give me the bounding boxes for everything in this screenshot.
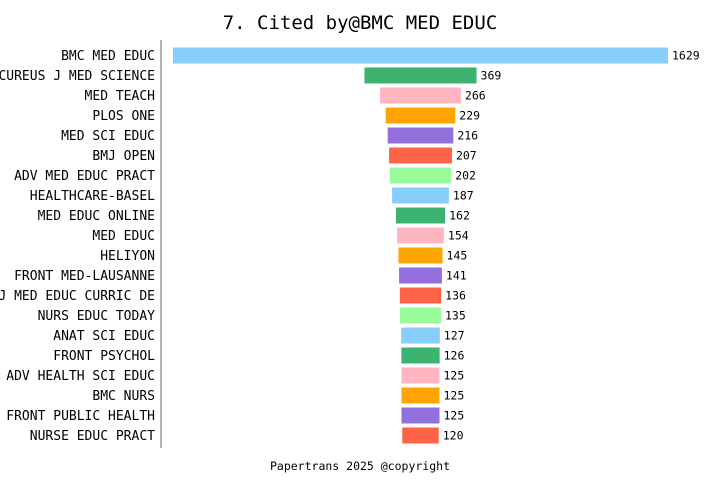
category-label-1: BMC MED EDUC (61, 49, 155, 64)
value-labels-group: 1629 369 266 229 216 207 202 187 162 154 145 141 136… (443, 49, 700, 443)
value-label-15: 127 (444, 329, 465, 343)
value-label-4: 229 (459, 109, 480, 123)
bar-9 (395, 207, 446, 224)
value-label-14: 135 (445, 309, 466, 323)
bar-11 (398, 247, 443, 264)
category-label-8: HEALTHCARE-BASEL (30, 189, 155, 204)
category-label-4: PLOS ONE (92, 109, 155, 124)
value-label-1: 1629 (672, 49, 700, 63)
bar-15 (401, 327, 440, 344)
bar-8 (392, 187, 449, 204)
bar-19 (401, 407, 440, 424)
chart-title: 7. Cited by@BMC MED EDUC (223, 12, 498, 34)
value-label-6: 207 (456, 149, 477, 163)
value-label-3: 266 (465, 89, 486, 103)
bar-10 (397, 227, 444, 244)
bar-7 (389, 167, 452, 184)
value-label-12: 141 (446, 269, 467, 283)
category-label-13: J MED EDUC CURRIC DE (0, 289, 155, 304)
bar-4 (385, 107, 456, 124)
bar-14 (399, 307, 442, 324)
bar-1 (173, 47, 668, 64)
category-label-14: NURS EDUC TODAY (38, 309, 156, 324)
bar-20 (402, 427, 439, 444)
value-label-17: 125 (443, 369, 464, 383)
value-label-8: 187 (453, 189, 474, 203)
category-label-9: MED EDUC ONLINE (38, 209, 155, 224)
category-label-7: ADV MED EDUC PRACT (14, 169, 155, 184)
bar-18 (401, 387, 440, 404)
bar-12 (399, 267, 442, 284)
value-label-11: 145 (447, 249, 468, 263)
category-label-5: MED SCI EDUC (61, 129, 155, 144)
category-label-6: BMJ OPEN (92, 149, 155, 164)
bar-5 (387, 127, 454, 144)
bars-group (173, 47, 668, 444)
bar-6 (389, 147, 452, 164)
category-labels-group: BMC MED EDUC CUREUS J MED SCIENCE MED TEAC… (0, 49, 155, 444)
value-label-10: 154 (448, 229, 469, 243)
category-label-17: ADV HEALTH SCI EDUC (6, 369, 155, 384)
value-label-13: 136 (445, 289, 466, 303)
category-label-10: MED EDUC (92, 229, 155, 244)
category-label-15: ANAT SCI EDUC (53, 329, 155, 344)
category-label-18: BMC NURS (92, 389, 155, 404)
bar-2 (364, 67, 477, 84)
value-label-20: 120 (443, 429, 464, 443)
value-label-18: 125 (443, 389, 464, 403)
category-label-2: CUREUS J MED SCIENCE (0, 69, 155, 84)
category-label-20: NURSE EDUC PRACT (30, 429, 155, 444)
category-label-12: FRONT MED-LAUSANNE (14, 269, 155, 284)
category-label-16: FRONT PSYCHOL (53, 349, 155, 364)
bar-3 (380, 87, 461, 104)
category-label-3: MED TEACH (85, 89, 155, 104)
value-label-7: 202 (455, 169, 476, 183)
bar-16 (401, 347, 440, 364)
bar-13 (399, 287, 442, 304)
value-label-2: 369 (481, 69, 502, 83)
bar-17 (401, 367, 440, 384)
category-label-11: HELIYON (100, 249, 155, 264)
value-label-9: 162 (449, 209, 470, 223)
footer-copyright: Papertrans 2025 @copyright (270, 459, 450, 473)
value-label-5: 216 (457, 129, 478, 143)
category-label-19: FRONT PUBLIC HEALTH (6, 409, 155, 424)
value-label-16: 126 (444, 349, 465, 363)
value-label-19: 125 (443, 409, 464, 423)
